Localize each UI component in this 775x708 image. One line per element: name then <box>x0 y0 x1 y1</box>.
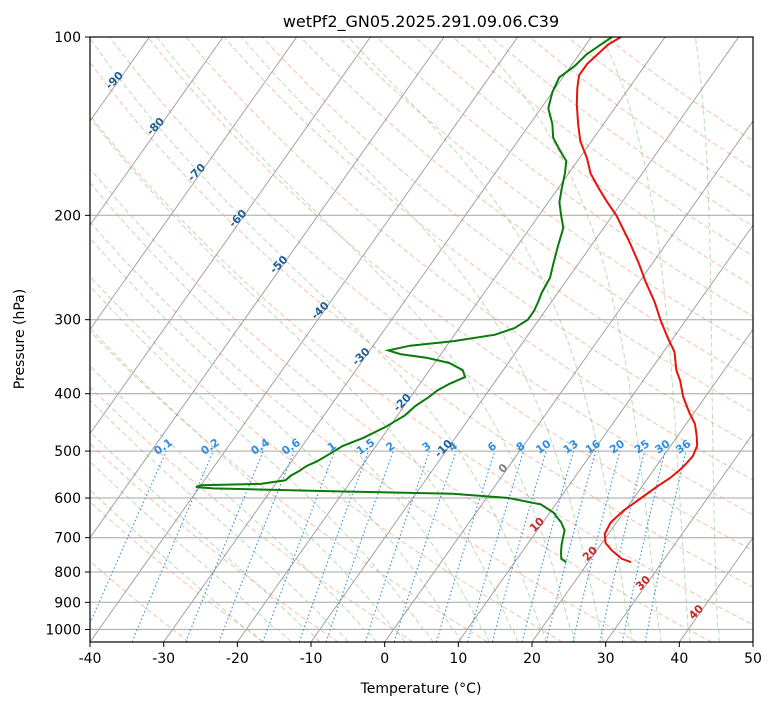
x-tick-label: -10 <box>300 651 323 667</box>
isotherm <box>163 37 592 642</box>
y-axis-label: Pressure (hPa) <box>12 289 28 389</box>
x-tick-label: 0 <box>380 651 389 667</box>
mixing-ratio-line <box>325 450 394 642</box>
y-axis: 1000 900 800 700 600 500 400 300 200 100 <box>45 30 90 638</box>
moist-adiabat <box>90 237 462 642</box>
chart-title: wetPf2_GN05.2025.291.09.06.C39 <box>283 12 559 32</box>
y-tick-label: 300 <box>54 313 81 329</box>
moist-adiabat <box>241 37 604 642</box>
dry-adiabat <box>90 386 414 642</box>
isotherm <box>384 120 753 642</box>
y-tick-label: 200 <box>54 208 81 224</box>
dry-adiabat <box>147 37 753 516</box>
mixing-ratio-line <box>466 450 525 642</box>
temperature-profile <box>575 37 699 564</box>
dewpoint-profile <box>195 37 613 564</box>
x-tick-label: 50 <box>744 651 762 667</box>
isotherm <box>90 37 298 331</box>
dry-adiabat <box>90 275 563 642</box>
x-axis-label: Temperature (°C) <box>360 681 482 697</box>
y-tick-label: 800 <box>54 565 81 581</box>
dry-adiabat <box>299 37 753 381</box>
moist-adiabat <box>694 37 720 642</box>
y-tick-label: 500 <box>54 444 81 460</box>
mixing-ratio-line <box>298 450 370 642</box>
isotherm <box>605 432 753 642</box>
moist-adiabat <box>90 116 519 642</box>
y-tick-label: 700 <box>54 531 81 547</box>
moist-adiabat <box>90 181 490 642</box>
y-tick-label: 900 <box>54 595 81 611</box>
moist-adiabat <box>476 37 662 642</box>
x-axis: -40 -30 -20 -10 0 10 20 30 40 50 <box>79 642 762 667</box>
dry-adiabat <box>261 37 753 414</box>
mixing-ratio-line <box>393 450 457 642</box>
moist-adiabat <box>347 37 633 642</box>
mixing-ratio-line <box>599 450 646 642</box>
x-tick-label: -20 <box>226 651 249 667</box>
y-tick-label: 100 <box>54 30 81 46</box>
isotherm <box>90 37 371 435</box>
x-tick-label: -30 <box>152 651 175 667</box>
mixing-ratio-line <box>521 450 575 642</box>
dry-adiabat <box>90 330 488 642</box>
moist-adiabat <box>90 431 321 642</box>
background-lines <box>90 37 753 642</box>
mixing-ratio-line <box>218 450 295 642</box>
mixing-ratio-line <box>364 450 431 642</box>
x-tick-label: 30 <box>597 651 615 667</box>
plot-frame <box>89 36 754 643</box>
y-tick-label: 1000 <box>45 622 81 638</box>
moist-adiabat <box>90 37 547 642</box>
mixing-ratio-line <box>491 450 547 642</box>
y-tick-label: 600 <box>54 491 81 507</box>
dry-adiabat <box>414 37 753 287</box>
mixing-ratio-line <box>572 450 621 642</box>
x-tick-label: 10 <box>449 651 467 667</box>
dry-adiabat <box>90 61 753 588</box>
dry-adiabat <box>90 167 712 642</box>
isotherm <box>531 328 753 642</box>
mixing-ratio-line <box>545 450 597 642</box>
moist-adiabat <box>90 399 349 642</box>
mixing-ratio-line <box>90 450 168 625</box>
x-tick-label: -40 <box>79 651 102 667</box>
mixing-ratio-line <box>131 450 214 642</box>
moist-adiabat <box>90 460 292 642</box>
y-tick-label: 400 <box>54 387 81 403</box>
dry-adiabat <box>90 114 753 626</box>
dry-adiabat <box>90 560 190 642</box>
x-tick-label: 40 <box>670 651 688 667</box>
profile-lines <box>195 37 699 564</box>
isotherm <box>236 37 666 642</box>
isotherm <box>90 37 224 227</box>
moist-adiabat <box>156 37 576 642</box>
mixing-ratio-line <box>262 450 336 642</box>
isotherm <box>310 37 740 642</box>
isotherm <box>90 37 519 642</box>
isotherm <box>678 536 753 642</box>
mixing-ratio-line <box>621 450 666 642</box>
isotherm <box>457 224 753 642</box>
mixing-ratio-line <box>185 450 264 642</box>
isotherm <box>90 37 445 539</box>
x-tick-label: 20 <box>523 651 541 667</box>
dry-adiabat <box>185 37 753 481</box>
mixing-ratio-line <box>435 450 496 642</box>
moist-adiabat <box>90 285 434 642</box>
moist-adiabat <box>601 37 691 642</box>
